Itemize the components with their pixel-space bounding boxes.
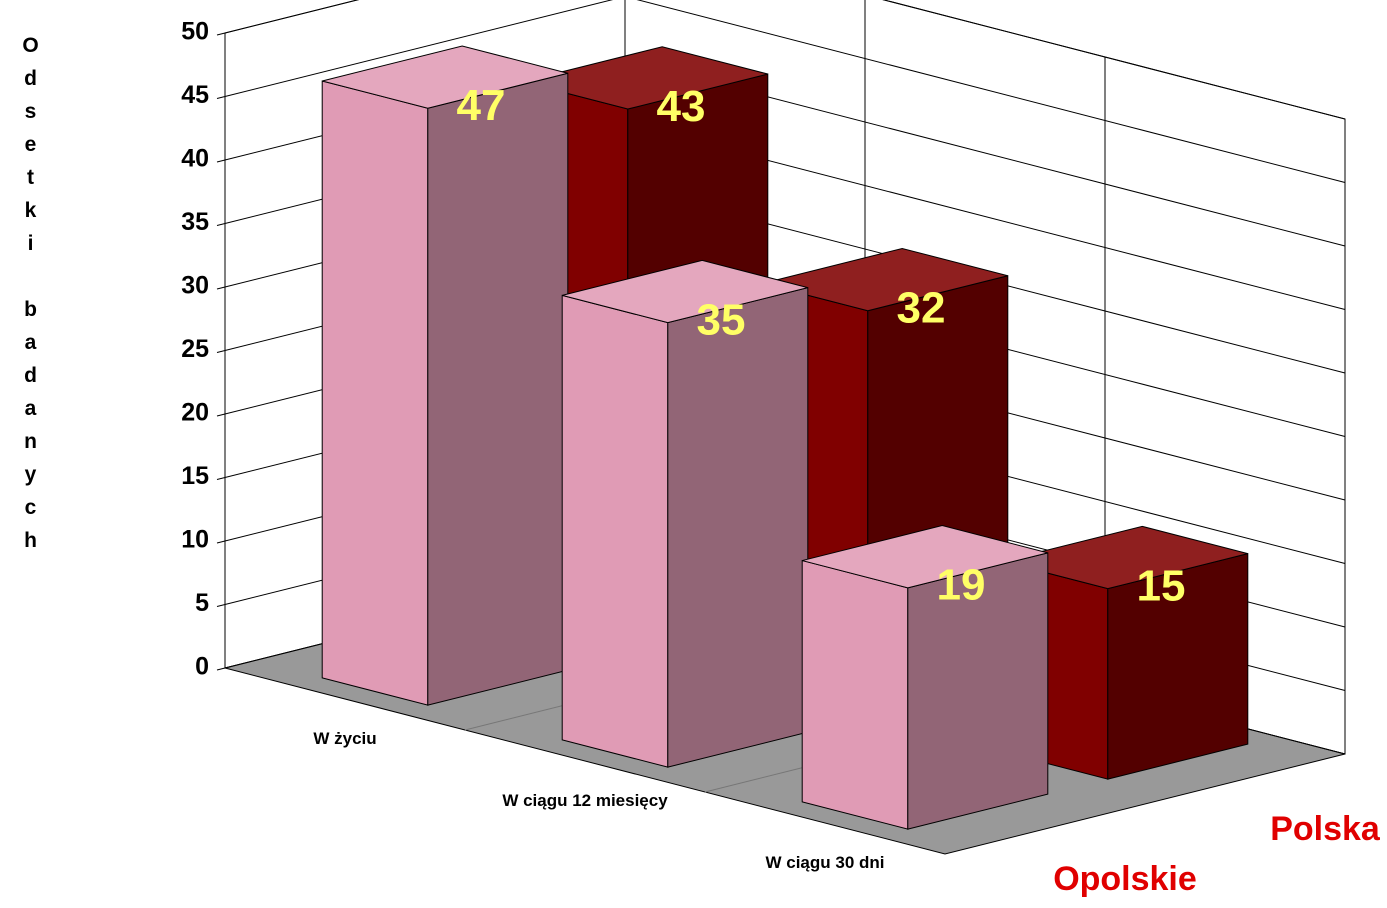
bar-top <box>1002 525 1248 590</box>
grid-line <box>224 0 1346 120</box>
y-tick <box>216 96 226 99</box>
y-tick <box>216 32 226 36</box>
y-tick <box>216 350 226 353</box>
y-tick <box>216 604 226 607</box>
y-tick <box>216 223 226 226</box>
bar-front <box>801 559 909 830</box>
value-label: 47 <box>457 81 506 130</box>
value-label: 32 <box>897 284 946 333</box>
bar <box>321 45 569 706</box>
bar <box>561 259 809 768</box>
bar-top <box>562 259 808 324</box>
bar-side <box>427 72 569 706</box>
value-label: 43 <box>657 82 706 131</box>
bar-top <box>802 525 1048 589</box>
y-tick-label: 20 <box>181 399 209 427</box>
series-label: Polska <box>1270 810 1381 848</box>
grid-line <box>224 0 1346 183</box>
x-tick-label: W życiu <box>313 729 377 748</box>
y-tick <box>216 540 226 544</box>
value-label: 35 <box>697 295 746 344</box>
bar <box>801 525 1049 830</box>
y-tick <box>216 286 226 290</box>
bar-front <box>321 80 429 706</box>
y-tick <box>216 477 226 480</box>
y-tick <box>216 413 226 417</box>
x-tick-label: W ciągu 12 miesięcy <box>502 791 668 810</box>
bar-top <box>762 247 1008 312</box>
y-tick-label: 5 <box>195 589 209 617</box>
y-axis-title: Odsetki badanych <box>19 34 42 562</box>
bar-top <box>322 45 568 109</box>
value-label: 19 <box>937 561 986 610</box>
series-label: Opolskie <box>1053 860 1197 898</box>
y-tick-label: 30 <box>181 272 209 300</box>
bar-side <box>667 286 809 768</box>
y-tick-label: 0 <box>195 653 209 681</box>
y-tick <box>216 667 226 671</box>
y-tick-label: 10 <box>181 526 209 554</box>
bar-front <box>561 294 669 768</box>
y-tick-label: 35 <box>181 208 209 236</box>
x-tick-label: W ciągu 30 dni <box>765 853 885 872</box>
value-label: 15 <box>1137 561 1186 610</box>
y-tick-label: 25 <box>181 335 209 363</box>
y-tick-label: 50 <box>181 18 209 46</box>
y-tick-label: 15 <box>181 462 209 490</box>
y-tick <box>216 159 226 163</box>
y-tick-label: 40 <box>181 145 209 173</box>
y-tick-label: 45 <box>181 81 209 109</box>
bar-top <box>522 46 768 110</box>
